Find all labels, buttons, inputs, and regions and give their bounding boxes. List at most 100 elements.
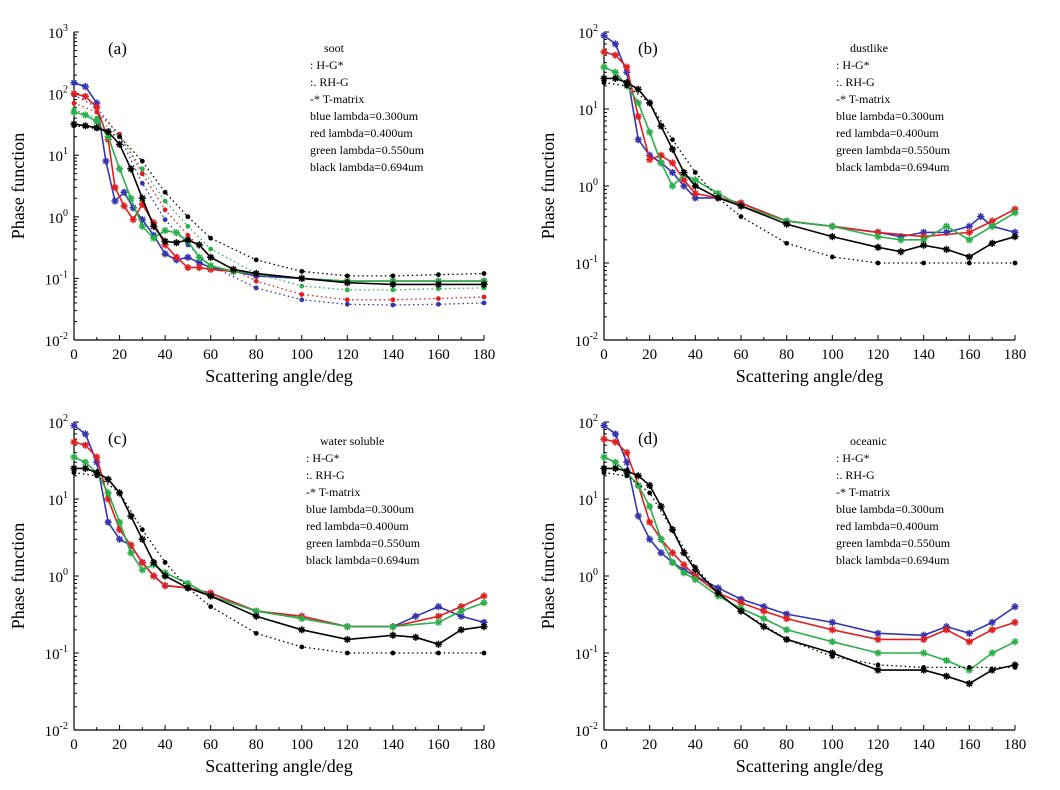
- x-tick-label: 60: [203, 737, 218, 753]
- data-point: [412, 612, 420, 620]
- data-point: [920, 666, 928, 674]
- data-point: [138, 222, 146, 230]
- data-point: [344, 650, 350, 656]
- legend-entry: black lambda=0.694um: [836, 553, 950, 567]
- series-3: [71, 100, 487, 303]
- data-point: [828, 638, 836, 646]
- legend-entry: blue lambda=0.300um: [836, 502, 945, 516]
- data-point: [161, 572, 169, 580]
- data-point: [253, 285, 259, 291]
- x-tick-label: 100: [821, 737, 844, 753]
- data-point: [434, 640, 443, 648]
- x-tick-label: 120: [867, 347, 890, 363]
- x-tick-label: 140: [382, 737, 405, 753]
- data-point: [94, 473, 100, 479]
- y-tick-label: 103: [48, 23, 68, 42]
- data-point: [942, 222, 951, 230]
- data-point: [657, 122, 665, 130]
- series-line: [73, 92, 484, 283]
- data-point: [185, 585, 191, 591]
- data-point: [139, 171, 145, 177]
- data-point: [600, 74, 608, 82]
- data-point: [646, 502, 654, 511]
- data-point: [172, 229, 181, 237]
- data-point: [668, 145, 677, 153]
- data-point: [150, 558, 158, 567]
- series-line: [603, 51, 1016, 238]
- y-axis-title: Phase function: [538, 133, 558, 239]
- data-point: [942, 245, 951, 254]
- data-point: [434, 612, 443, 620]
- data-point: [434, 618, 443, 626]
- data-point: [680, 182, 688, 190]
- data-point: [70, 90, 78, 98]
- data-point: [298, 614, 306, 623]
- x-tick-label: 140: [382, 347, 405, 363]
- data-point: [172, 239, 181, 247]
- data-point: [481, 271, 487, 276]
- data-point: [668, 558, 677, 567]
- series-line-dotted: [73, 102, 485, 301]
- legend-entry: green lambda=0.550um: [836, 536, 951, 550]
- legend-entry: blue lambda=0.300um: [306, 502, 415, 516]
- data-point: [127, 549, 135, 557]
- data-point: [680, 569, 688, 577]
- data-point: [646, 518, 654, 526]
- data-point: [481, 300, 487, 306]
- legend-title: dustlike: [850, 41, 888, 55]
- data-point: [81, 458, 89, 466]
- data-point: [117, 490, 122, 496]
- data-point: [680, 168, 688, 177]
- x-tick-label: 0: [70, 737, 78, 753]
- data-point: [70, 438, 78, 446]
- x-tick-label: 180: [473, 347, 496, 363]
- data-point: [298, 626, 306, 634]
- series-0: [70, 421, 488, 631]
- data-point: [680, 176, 688, 184]
- data-point: [138, 200, 146, 208]
- data-point: [680, 549, 688, 557]
- data-point: [93, 469, 101, 477]
- legend: soot: H-G*:. RH-G -* T-matrix blue lambda=…: [310, 41, 425, 174]
- y-axis-title: Phase function: [8, 133, 28, 239]
- data-point: [692, 170, 698, 175]
- data-point: [139, 180, 145, 186]
- data-point: [874, 629, 882, 637]
- x-tick-label: 100: [291, 347, 314, 363]
- data-point: [93, 453, 101, 461]
- data-point: [81, 430, 89, 438]
- data-point: [623, 449, 631, 457]
- legend-entry: -* T-matrix: [310, 92, 364, 106]
- data-point: [139, 166, 145, 172]
- data-point: [299, 644, 305, 650]
- data-point: [965, 222, 973, 230]
- data-point: [457, 612, 465, 620]
- data-point: [691, 176, 699, 184]
- data-point: [977, 213, 985, 221]
- data-point: [828, 618, 836, 626]
- data-point: [965, 253, 973, 261]
- data-point: [600, 31, 608, 40]
- x-tick-label: 80: [249, 737, 264, 753]
- data-point: [389, 623, 397, 631]
- data-point: [1011, 618, 1019, 626]
- x-tick-label: 0: [70, 347, 78, 363]
- data-point: [70, 79, 78, 87]
- x-tick-label: 100: [291, 737, 314, 753]
- data-point: [436, 301, 441, 307]
- legend-entry: :. RH-G: [310, 75, 349, 89]
- data-point: [434, 280, 443, 288]
- data-point: [966, 665, 972, 670]
- series-4: [70, 108, 488, 285]
- data-point: [390, 273, 396, 279]
- data-point: [344, 297, 350, 303]
- x-tick-label: 140: [912, 737, 935, 753]
- legend-entry: :. RH-G: [836, 468, 875, 482]
- data-point: [299, 268, 305, 274]
- x-tick-label: 40: [688, 347, 703, 363]
- data-point: [646, 128, 654, 136]
- data-point: [81, 441, 89, 449]
- data-point: [208, 604, 214, 610]
- data-point: [988, 618, 996, 626]
- legend-entry: red lambda=0.400um: [310, 126, 413, 140]
